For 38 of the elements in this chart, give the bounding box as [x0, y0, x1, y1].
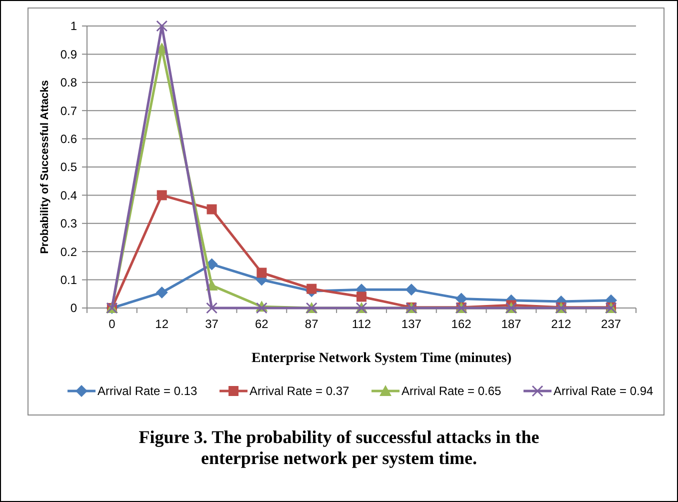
- point: [206, 302, 218, 314]
- legend-label: Arrival Rate = 0.94: [554, 384, 654, 398]
- x-tick-label: 137: [401, 317, 422, 331]
- x-tick-label: 62: [255, 317, 269, 331]
- y-tick-label: 0: [70, 301, 78, 316]
- caption: Figure 3. The probability of successful attacks in the enterprise network per system time.: [138, 427, 540, 468]
- point: [156, 20, 168, 32]
- y-axis-title: Probability of Successful Attacks: [39, 80, 51, 254]
- point: [206, 204, 217, 214]
- x-tick-label: 87: [304, 317, 319, 331]
- x-tick-label: 37: [205, 317, 219, 331]
- point: [356, 292, 366, 302]
- x-axis-title: Enterprise Network System Time (minutes): [251, 351, 512, 366]
- point: [405, 284, 418, 296]
- y-tick-label: 0.6: [60, 132, 78, 146]
- x-tick-label: 162: [451, 317, 472, 331]
- y-tick-label: 0.4: [60, 188, 78, 202]
- x-tick-label: 237: [601, 317, 622, 331]
- y-tick-label: 0.9: [60, 47, 78, 62]
- y-tick-label: 0.3: [60, 216, 78, 231]
- point: [156, 286, 168, 298]
- y-tick-label: 0.5: [60, 160, 78, 174]
- y-tick-label: 1: [70, 19, 78, 34]
- legend-label: Arrival Rate = 0.13: [98, 384, 198, 398]
- point: [306, 284, 317, 294]
- point: [156, 190, 167, 200]
- point: [256, 268, 267, 278]
- x-tick-label: 12: [155, 317, 169, 331]
- legend-label: Arrival Rate = 0.65: [402, 384, 502, 398]
- x-tick-label: 112: [352, 317, 372, 331]
- x-tick-label: 212: [551, 317, 572, 331]
- y-tick-label: 0.8: [60, 76, 78, 90]
- legend-label: Arrival Rate = 0.37: [250, 384, 350, 398]
- x-tick-label: 187: [501, 317, 522, 331]
- y-tick-label: 0.2: [60, 244, 78, 259]
- y-tick-label: 0.7: [60, 104, 78, 118]
- x-tick-label: 0: [108, 317, 116, 331]
- y-tick-label: 0.1: [60, 273, 78, 287]
